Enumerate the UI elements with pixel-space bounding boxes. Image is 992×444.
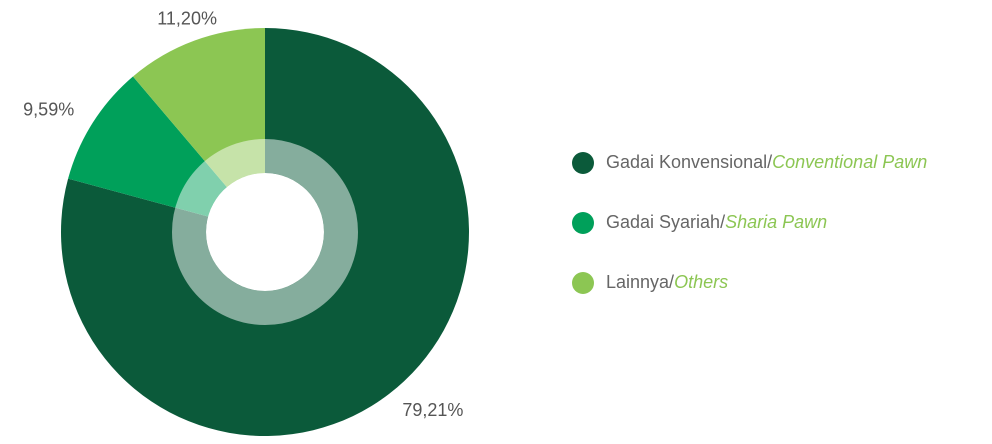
- legend-label: Gadai Syariah/Sharia Pawn: [606, 212, 827, 232]
- legend-label: Lainnya/Others: [606, 272, 728, 292]
- legend-marker: [572, 152, 594, 174]
- legend-marker: [572, 272, 594, 294]
- legend-marker: [572, 212, 594, 234]
- donut-hole: [206, 173, 324, 291]
- inner-ring: [172, 139, 358, 325]
- value-label: 11,20%: [157, 9, 217, 29]
- value-label: 9,59%: [23, 100, 74, 120]
- value-label: 79,21%: [402, 400, 463, 420]
- legend-label: Gadai Konvensional/Conventional Pawn: [606, 152, 927, 172]
